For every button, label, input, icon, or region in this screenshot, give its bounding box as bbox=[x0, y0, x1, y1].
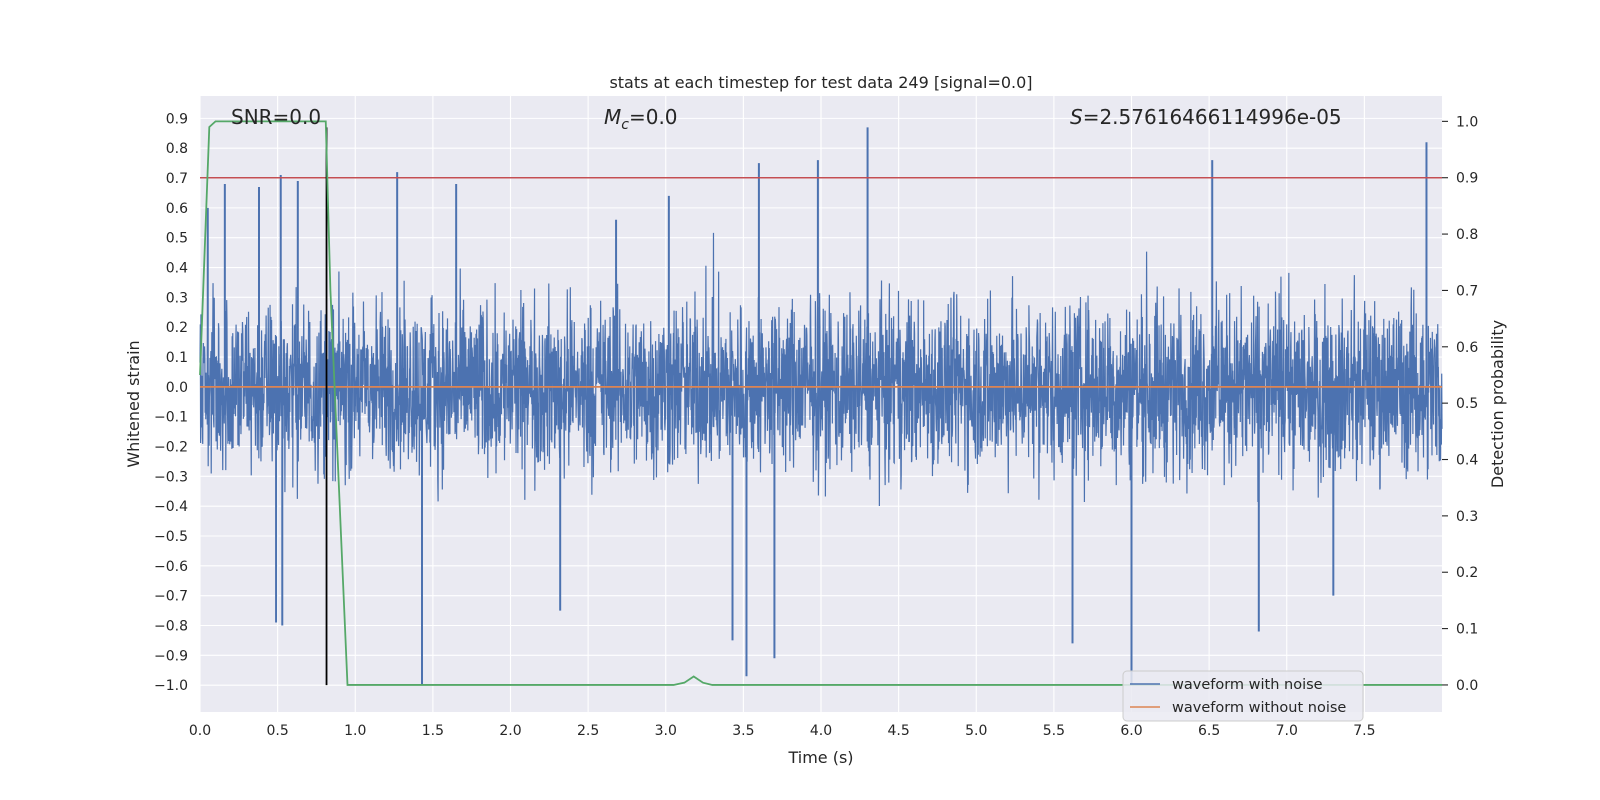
y-tick-label: 0.5 bbox=[166, 231, 188, 247]
x-tick-label: 6.0 bbox=[1120, 723, 1142, 739]
x-tick-label: 3.0 bbox=[655, 723, 677, 739]
y2-axis-label: Detection probability bbox=[1488, 320, 1507, 488]
y-tick-label: −0.5 bbox=[154, 529, 188, 545]
y-tick-label: 0.8 bbox=[166, 141, 188, 157]
x-tick-label: 0.0 bbox=[189, 723, 211, 739]
x-tick-label: 5.0 bbox=[965, 723, 987, 739]
chirp-mass-subscript: c bbox=[621, 117, 629, 133]
y-tick-label: −0.2 bbox=[154, 440, 188, 456]
y2-tick-label: 1.0 bbox=[1456, 114, 1478, 130]
y2-tick-label: 0.2 bbox=[1456, 565, 1478, 581]
y2-tick-label: 0.5 bbox=[1456, 396, 1478, 412]
x-tick-label: 2.5 bbox=[577, 723, 599, 739]
y-tick-label: −0.4 bbox=[154, 499, 188, 515]
y-tick-label: −0.6 bbox=[154, 559, 188, 575]
chirp-mass-symbol: M bbox=[604, 105, 621, 129]
y-tick-label: 0.7 bbox=[166, 171, 188, 187]
y2-tick-label: 0.8 bbox=[1456, 227, 1478, 243]
x-tick-label: 7.0 bbox=[1276, 723, 1298, 739]
x-tick-label: 6.5 bbox=[1198, 723, 1220, 739]
x-axis-label: Time (s) bbox=[787, 748, 853, 767]
chart-title: stats at each timestep for test data 249… bbox=[609, 73, 1032, 92]
x-tick-label: 1.5 bbox=[422, 723, 444, 739]
y-tick-label: 0.2 bbox=[166, 320, 188, 336]
y2-tick-label: 0.0 bbox=[1456, 678, 1478, 694]
x-tick-label: 7.5 bbox=[1353, 723, 1375, 739]
x-tick-label: 1.0 bbox=[344, 723, 366, 739]
y-tick-label: 0.1 bbox=[166, 350, 188, 366]
chirp-mass-annotation: Mc=0.0 bbox=[604, 105, 678, 133]
y-axis-label: Whitened strain bbox=[124, 340, 143, 467]
y2-tick-label: 0.4 bbox=[1456, 453, 1478, 469]
chirp-mass-value: =0.0 bbox=[629, 105, 678, 129]
y-tick-label: 0.6 bbox=[166, 201, 188, 217]
series-layer bbox=[199, 120, 1443, 686]
y2-tick-label: 0.6 bbox=[1456, 340, 1478, 356]
y-tick-label: −0.1 bbox=[154, 410, 188, 426]
legend-label-clean: waveform without noise bbox=[1172, 700, 1346, 716]
detection-probability-line bbox=[199, 120, 1442, 686]
y2-tick-label: 0.9 bbox=[1456, 171, 1478, 187]
y-tick-label: −1.0 bbox=[154, 678, 188, 694]
snr-annotation: SNR=0.0 bbox=[231, 105, 321, 129]
x-tick-label: 2.0 bbox=[499, 723, 521, 739]
statistic-symbol: S bbox=[1070, 105, 1083, 129]
y-tick-label: 0.3 bbox=[166, 290, 188, 306]
y2-tick-label: 0.3 bbox=[1456, 509, 1478, 525]
statistic-value: =2.57616466114996e-05 bbox=[1083, 105, 1342, 129]
y-tick-label: −0.3 bbox=[154, 469, 188, 485]
y-tick-label: 0.9 bbox=[166, 111, 188, 127]
y-tick-label: −0.8 bbox=[154, 618, 188, 634]
x-tick-label: 3.5 bbox=[732, 723, 754, 739]
legend: waveform with noise waveform without noi… bbox=[1122, 670, 1364, 722]
legend-label-noise: waveform with noise bbox=[1172, 677, 1323, 693]
y-tick-label: 0.0 bbox=[166, 380, 188, 396]
y2-tick-label: 0.1 bbox=[1456, 622, 1478, 638]
x-tick-label: 4.0 bbox=[810, 723, 832, 739]
statistic-annotation: S=2.57616466114996e-05 bbox=[1070, 105, 1342, 129]
y-tick-label: 0.4 bbox=[166, 261, 188, 277]
y-tick-label: −0.7 bbox=[154, 589, 188, 605]
x-tick-label: 4.5 bbox=[887, 723, 909, 739]
x-tick-label: 5.5 bbox=[1043, 723, 1065, 739]
y-tick-label: −0.9 bbox=[154, 648, 188, 664]
axes-layer: 0.0 0.5 1.0 1.5 2.0 2.5 3.0 3.5 4.0 4.5 5.0 5.5 6.0 6… bbox=[154, 111, 1478, 739]
x-tick-label: 0.5 bbox=[266, 723, 288, 739]
legend-frame bbox=[1122, 670, 1364, 722]
y2-tick-label: 0.7 bbox=[1456, 283, 1478, 299]
noisy-waveform-line bbox=[199, 232, 1443, 506]
